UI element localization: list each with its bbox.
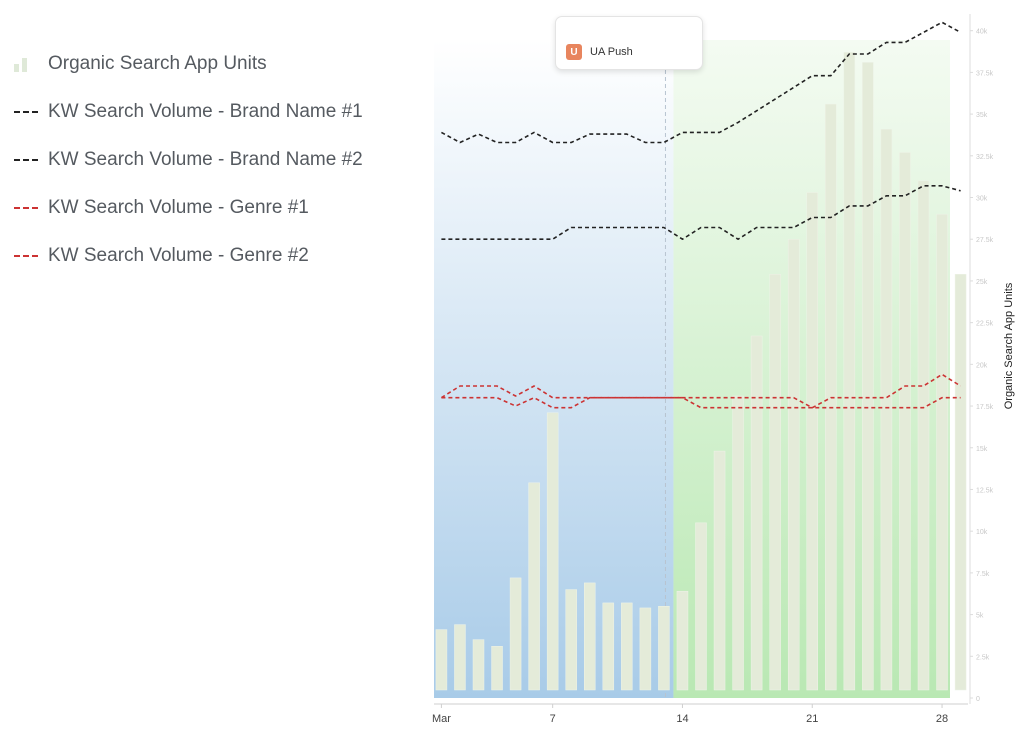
legend-label: KW Search Volume - Genre #2 [48,245,309,266]
organic-units-bar [862,62,874,691]
y-tick-label: 37.5k [976,70,994,77]
organic-units-bar [621,602,633,691]
y-tick-label: 32.5k [976,154,994,161]
organic-units-bar [676,590,689,691]
organic-units-bar [509,577,522,691]
dashed-line-icon [14,152,40,168]
organic-units-bar [917,180,930,691]
y-tick-label: 25k [976,279,988,286]
organic-units-bar [843,52,856,691]
chart-legend: Organic Search App Units KW Search Volume… [14,40,363,280]
organic-units-bar [750,335,763,691]
y-axis-title: Organic Search App Units [1003,282,1015,409]
organic-units-bar [658,605,670,691]
y-tick-label: 15k [976,446,988,453]
organic-units-bar [639,607,652,691]
lines-layer [440,21,962,409]
y-tick-label: 0 [976,696,980,703]
organic-units-bar [713,450,726,691]
dashed-line-icon [14,200,40,216]
organic-units-bar [546,412,559,691]
ua-push-badge-icon: U [566,44,582,60]
legend-item[interactable]: KW Search Volume - Genre #1 [14,184,363,232]
y-tick-label: 30k [976,196,988,203]
x-tick-label: Mar [432,713,451,725]
y-tick-label: 20k [976,362,988,369]
organic-units-bar [880,128,893,691]
organic-units-bar [769,274,781,691]
bar-chart-icon [14,56,40,72]
organic-units-bar [936,213,948,691]
series-line [441,21,961,144]
dashed-line-icon [14,248,40,264]
event-tooltip: U UA Push [555,16,703,70]
legend-item[interactable]: KW Search Volume - Brand Name #1 [14,88,363,136]
legend-label: KW Search Volume - Genre #1 [48,197,309,218]
organic-units-bar [787,238,800,691]
x-tick-label: 21 [806,713,818,725]
tooltip-date [566,24,692,38]
legend-label: Organic Search App Units [48,53,267,74]
y-tick-label: 2.5k [976,654,990,661]
tooltip-label: UA Push [590,46,633,58]
organic-units-bar [472,639,485,691]
y-tick-label: 17.5k [976,404,994,411]
tooltip-row: U UA Push [566,44,692,60]
organic-units-bar [565,589,577,691]
series-line [441,396,961,409]
y-tick-label: 40k [976,29,988,36]
y-tick-label: 7.5k [976,571,990,578]
legend-item[interactable]: Organic Search App Units [14,40,363,88]
y-tick-label: 10k [976,529,988,536]
legend-item[interactable]: KW Search Volume - Genre #2 [14,232,363,280]
dashed-line-icon [14,104,40,120]
organic-units-bar [806,192,818,691]
organic-units-bar [435,629,448,691]
organic-units-bar [954,274,967,691]
organic-units-bar [602,602,615,691]
legend-item[interactable]: KW Search Volume - Brand Name #2 [14,136,363,184]
x-tick-label: 28 [936,713,948,725]
organic-units-bar [528,482,540,691]
bars-layer [435,52,967,691]
legend-label: KW Search Volume - Brand Name #1 [48,101,363,122]
series-line [440,373,962,409]
x-tick-label: 7 [550,713,556,725]
y-tick-label: 27.5k [976,237,994,244]
series-line [441,185,961,240]
legend-label: KW Search Volume - Brand Name #2 [48,149,363,170]
organic-units-bar [454,624,466,691]
organic-units-bar [732,395,744,691]
y-tick-label: 22.5k [976,321,994,328]
x-tick-label: 14 [676,713,688,725]
y-tick-label: 35k [976,112,988,119]
axis-layer: Mar 7 14 21 28 0 2.5k 5k 7.5k 10k 12.5k 15k 17.5k 20k… [432,14,1015,725]
y-tick-label: 5k [976,613,984,620]
organic-units-bar [899,152,911,691]
y-tick-label: 12.5k [976,487,994,494]
organic-units-bar [491,646,503,691]
organic-units-bar [695,522,707,691]
organic-units-bar [584,582,596,691]
